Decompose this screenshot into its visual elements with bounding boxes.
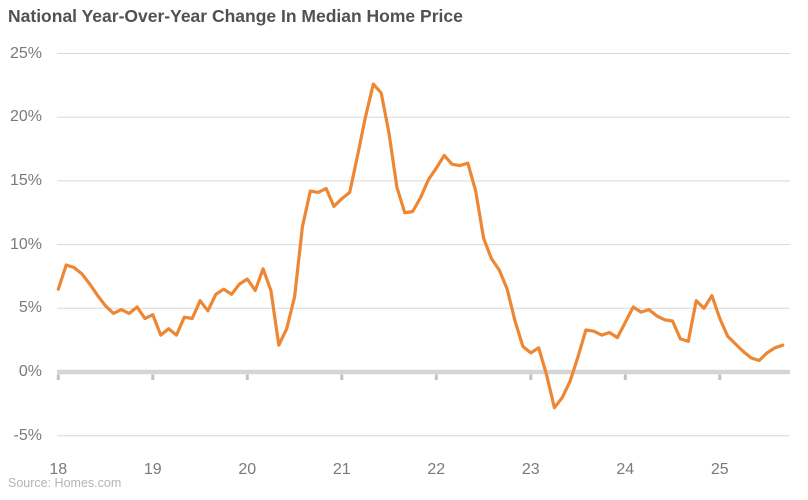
y-tick-label: 20% bbox=[9, 108, 42, 126]
y-tick-label: -5% bbox=[13, 426, 42, 444]
year-tick-mark bbox=[245, 374, 249, 380]
x-tick-label: 22 bbox=[427, 461, 446, 478]
year-tick-mark bbox=[718, 374, 722, 380]
y-tick-label: 10% bbox=[9, 235, 42, 253]
year-tick-mark bbox=[340, 374, 344, 380]
year-tick-mark bbox=[529, 374, 533, 380]
chart-title: National Year-Over-Year Change In Median… bbox=[8, 6, 463, 26]
y-tick-label: 0% bbox=[18, 363, 42, 380]
y-tick-label: 5% bbox=[18, 299, 42, 317]
x-tick-label: 21 bbox=[332, 461, 351, 478]
y-tick-label: 15% bbox=[9, 171, 42, 189]
source-note: Source: Homes.com bbox=[8, 476, 122, 490]
year-tick-mark bbox=[151, 374, 155, 380]
x-tick-label: 20 bbox=[238, 461, 257, 478]
year-tick-mark bbox=[623, 374, 627, 380]
year-tick-mark bbox=[434, 374, 438, 380]
x-tick-label: 18 bbox=[49, 461, 68, 478]
home-price-yoy-line bbox=[56, 82, 785, 410]
x-tick-label: 24 bbox=[616, 461, 635, 478]
x-tick-label: 25 bbox=[710, 461, 729, 478]
x-tick-label: 23 bbox=[521, 461, 540, 478]
year-tick-mark bbox=[56, 374, 60, 380]
y-tick-label: 25% bbox=[9, 44, 42, 62]
x-tick-label: 19 bbox=[143, 461, 162, 478]
